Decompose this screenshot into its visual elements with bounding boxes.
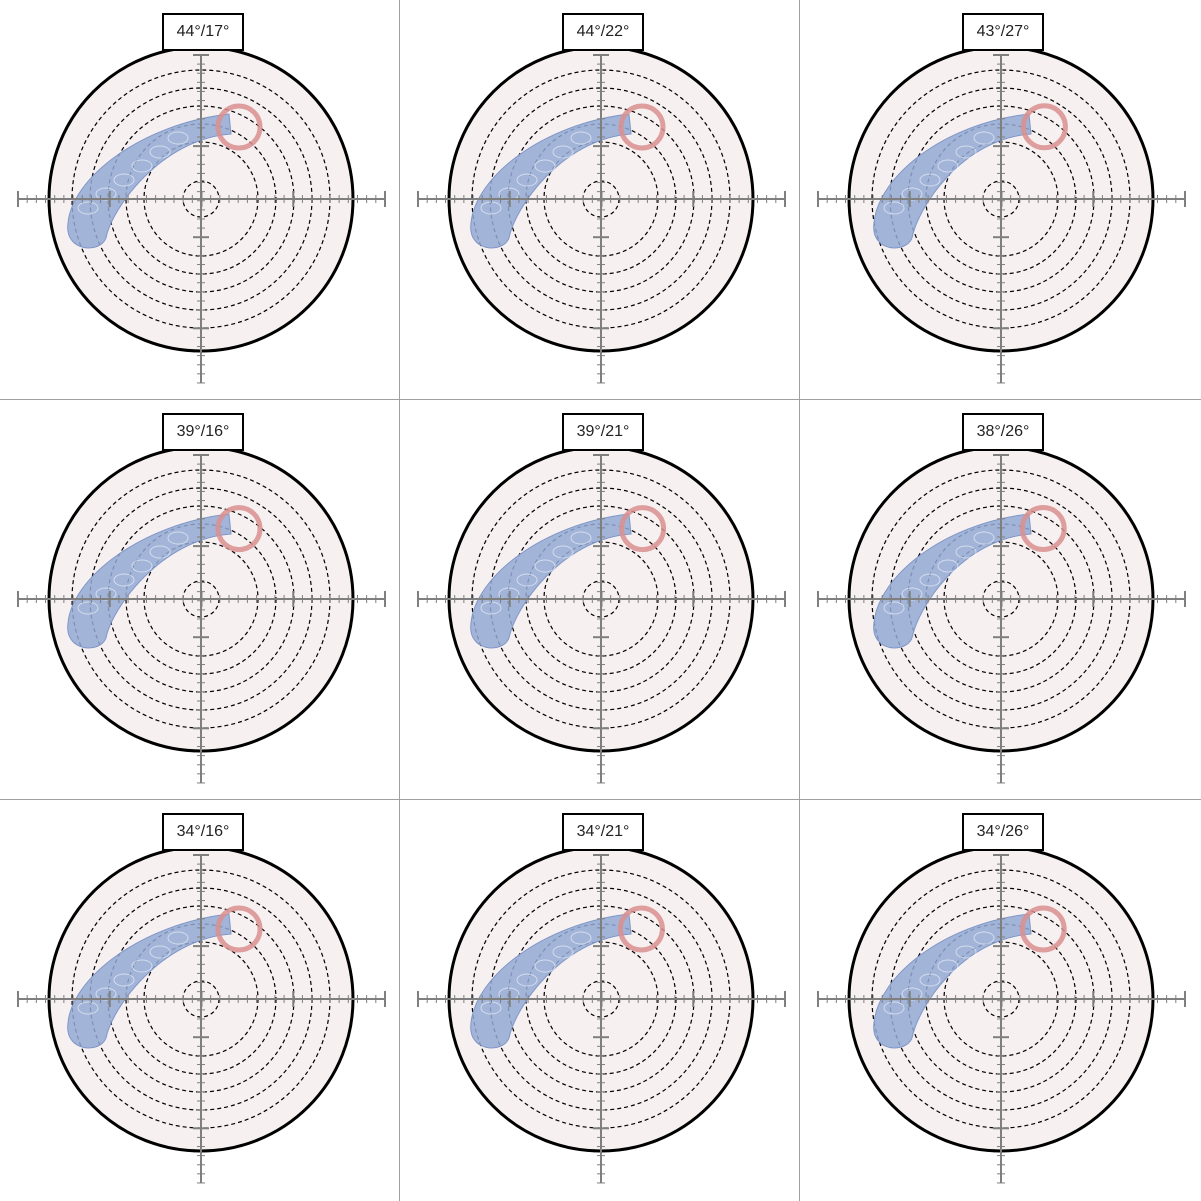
band-loop [919, 973, 941, 987]
band-loop [955, 545, 977, 559]
blue-trajectory-band [873, 113, 1032, 249]
band-loop [883, 601, 905, 615]
polar-plot-2 [417, 45, 786, 384]
panel-title-9: 34°/26° [962, 813, 1044, 851]
band-loop [883, 201, 905, 215]
band-loop [131, 559, 153, 573]
red-target-ring [1019, 505, 1067, 552]
band-loop [570, 531, 592, 545]
band-loop [77, 601, 99, 615]
band-loop [973, 131, 995, 145]
panel-title-5: 39°/21° [562, 413, 644, 451]
red-target-ring [215, 905, 263, 953]
polar-plot-5 [417, 445, 786, 784]
band-loop [534, 559, 556, 573]
band-loop [516, 173, 538, 187]
chart-panel-2: 44°/22° [400, 0, 800, 400]
red-target-ring [1020, 103, 1068, 151]
band-loop [167, 531, 189, 545]
polar-plot-4 [17, 445, 386, 784]
band-loop [149, 145, 171, 159]
chart-panel-1: 44°/17° [0, 0, 400, 400]
band-loop [167, 131, 189, 145]
band-loop [167, 931, 189, 945]
band-loop [973, 531, 995, 545]
band-loop [883, 1001, 905, 1015]
band-loop [937, 559, 959, 573]
band-loop [570, 131, 592, 145]
band-loop [534, 159, 556, 173]
red-target-ring [617, 905, 665, 953]
chart-panel-6: 38°/26° [800, 400, 1201, 800]
band-loop [131, 959, 153, 973]
red-target-ring [215, 103, 263, 151]
band-loop [131, 159, 153, 173]
panel-title-4: 39°/16° [162, 413, 244, 451]
chart-panel-9: 34°/26° [800, 800, 1201, 1201]
band-loop [955, 145, 977, 159]
band-loop [937, 959, 959, 973]
panel-title-8: 34°/21° [562, 813, 644, 851]
polar-plot-1 [17, 45, 386, 384]
band-loop [516, 973, 538, 987]
band-loop [149, 945, 171, 959]
blue-trajectory-band [470, 113, 632, 249]
chart-panel-3: 43°/27° [800, 0, 1201, 400]
band-loop [937, 159, 959, 173]
polar-plot-8 [417, 845, 786, 1184]
blue-trajectory-band [67, 513, 232, 649]
panel-title-2: 44°/22° [562, 13, 644, 51]
band-loop [973, 931, 995, 945]
blue-trajectory-band [470, 913, 632, 1049]
band-loop [149, 545, 171, 559]
band-loop [919, 573, 941, 587]
polar-plot-6 [817, 445, 1186, 784]
band-loop [919, 173, 941, 187]
chart-panel-7: 34°/16° [0, 800, 400, 1201]
band-loop [113, 973, 135, 987]
band-loop [534, 959, 556, 973]
panel-title-1: 44°/17° [162, 13, 244, 51]
band-loop [77, 201, 99, 215]
band-loop [955, 945, 977, 959]
polar-plot-9 [817, 845, 1186, 1184]
band-loop [552, 145, 574, 159]
blue-trajectory-band [873, 513, 1032, 649]
chart-panel-4: 39°/16° [0, 400, 400, 800]
band-loop [113, 173, 135, 187]
band-loop [516, 573, 538, 587]
band-loop [113, 573, 135, 587]
red-target-ring [618, 103, 666, 151]
panel-title-3: 43°/27° [962, 13, 1044, 51]
blue-trajectory-band [470, 513, 632, 649]
polar-plot-7 [17, 845, 386, 1184]
panel-title-7: 34°/16° [162, 813, 244, 851]
band-loop [552, 545, 574, 559]
red-target-ring [619, 505, 667, 553]
chart-panel-8: 34°/21° [400, 800, 800, 1201]
band-loop [77, 1001, 99, 1015]
band-loop [570, 931, 592, 945]
band-loop [552, 945, 574, 959]
panel-title-6: 38°/26° [962, 413, 1044, 451]
red-target-ring [1019, 905, 1067, 953]
chart-panel-5: 39°/21° [400, 400, 800, 800]
red-target-ring [215, 505, 263, 553]
blue-trajectory-band [873, 913, 1032, 1049]
blue-trajectory-band [67, 913, 232, 1049]
blue-trajectory-band [67, 113, 232, 249]
polar-plot-3 [817, 45, 1186, 384]
